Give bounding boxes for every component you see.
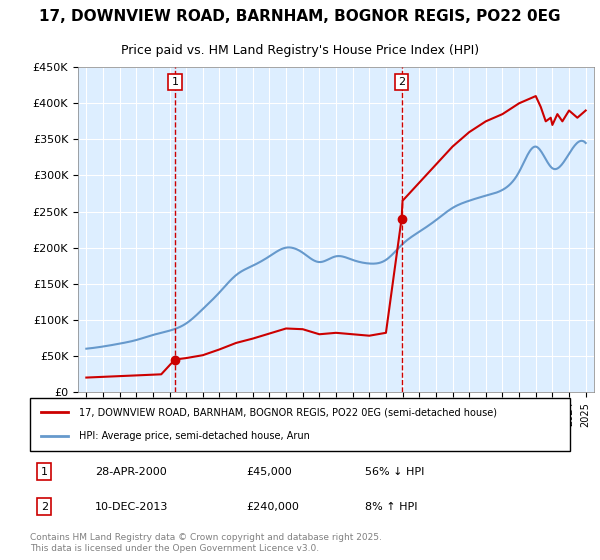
Text: HPI: Average price, semi-detached house, Arun: HPI: Average price, semi-detached house,… — [79, 431, 310, 441]
Text: 1: 1 — [41, 467, 48, 477]
FancyBboxPatch shape — [30, 398, 570, 451]
Text: 8% ↑ HPI: 8% ↑ HPI — [365, 502, 418, 512]
Text: 2: 2 — [41, 502, 48, 512]
Text: 28-APR-2000: 28-APR-2000 — [95, 467, 167, 477]
Text: 1: 1 — [172, 77, 178, 87]
Text: £240,000: £240,000 — [246, 502, 299, 512]
Text: 10-DEC-2013: 10-DEC-2013 — [95, 502, 168, 512]
Text: 17, DOWNVIEW ROAD, BARNHAM, BOGNOR REGIS, PO22 0EG: 17, DOWNVIEW ROAD, BARNHAM, BOGNOR REGIS… — [39, 10, 561, 24]
Text: Contains HM Land Registry data © Crown copyright and database right 2025.
This d: Contains HM Land Registry data © Crown c… — [30, 533, 382, 553]
Text: £45,000: £45,000 — [246, 467, 292, 477]
Text: Price paid vs. HM Land Registry's House Price Index (HPI): Price paid vs. HM Land Registry's House … — [121, 44, 479, 57]
Text: 56% ↓ HPI: 56% ↓ HPI — [365, 467, 424, 477]
Text: 17, DOWNVIEW ROAD, BARNHAM, BOGNOR REGIS, PO22 0EG (semi-detached house): 17, DOWNVIEW ROAD, BARNHAM, BOGNOR REGIS… — [79, 408, 497, 418]
Text: 2: 2 — [398, 77, 405, 87]
